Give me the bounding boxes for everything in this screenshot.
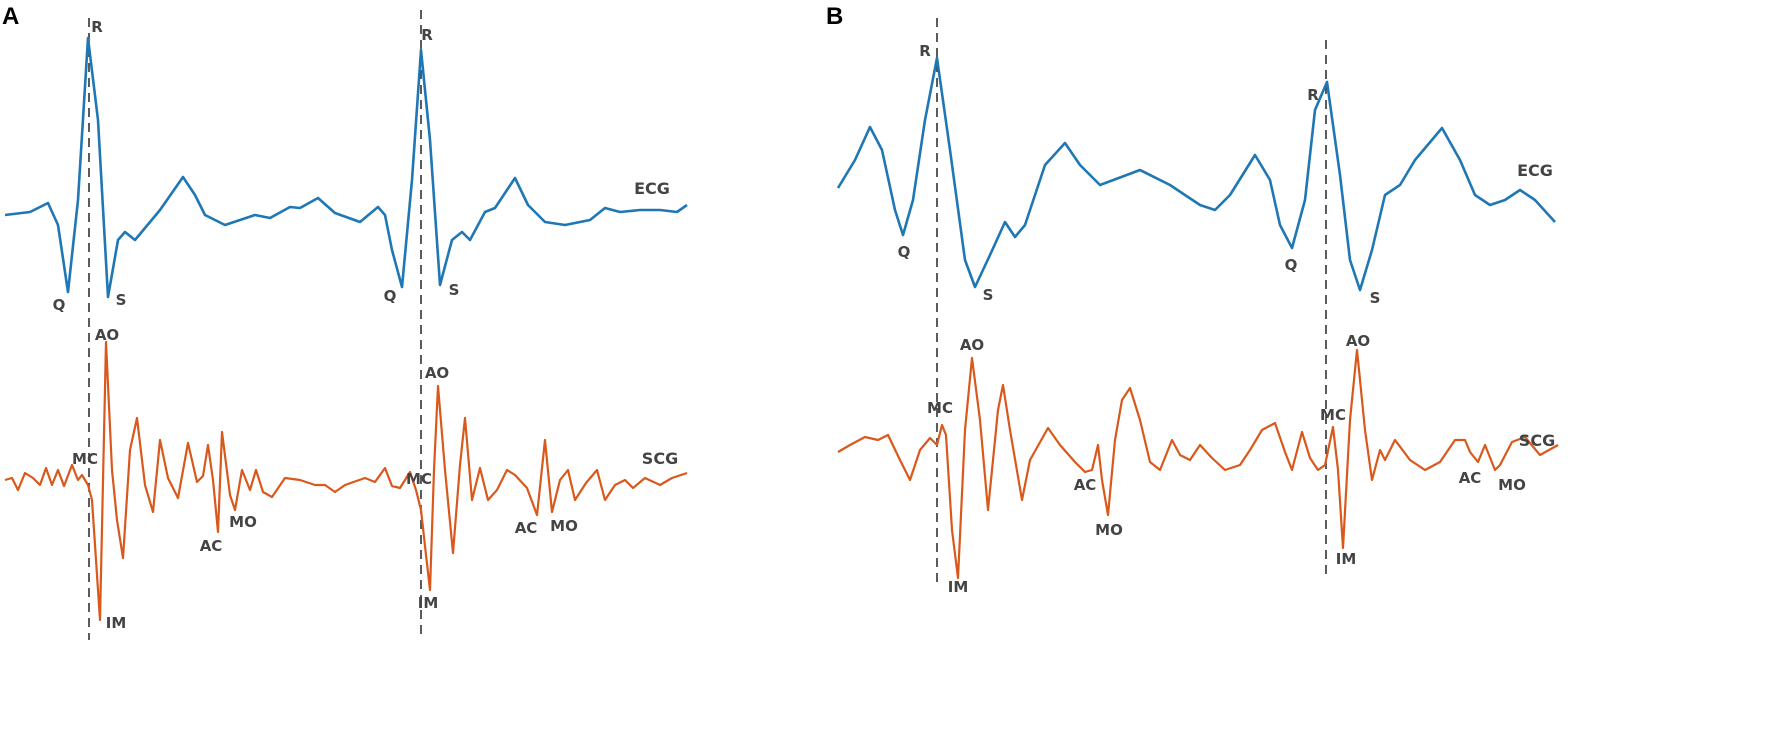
mo-label: MO <box>1095 521 1123 539</box>
mo-label: MO <box>1498 476 1526 494</box>
im-label: IM <box>106 614 127 632</box>
im-label: IM <box>948 578 969 596</box>
panel-label: B <box>826 3 843 30</box>
s-wave-label: S <box>449 281 460 299</box>
im-label: IM <box>1336 550 1357 568</box>
ao-label: AO <box>1346 332 1370 350</box>
r-wave-label: R <box>421 26 433 44</box>
ao-label: AO <box>425 364 449 382</box>
ecg-label: ECG <box>1517 161 1553 180</box>
r-wave-label: R <box>91 18 103 36</box>
r-wave-label: R <box>919 42 931 60</box>
mc-label: MC <box>927 399 953 417</box>
s-wave-label: S <box>983 286 994 304</box>
im-label: IM <box>418 594 439 612</box>
mc-label: MC <box>406 470 432 488</box>
ecg-waveform <box>836 56 1556 292</box>
q-wave-label: Q <box>1285 256 1298 274</box>
mo-label: MO <box>550 517 578 535</box>
s-wave-label: S <box>1370 289 1381 307</box>
ao-label: AO <box>960 336 984 354</box>
q-wave-label: Q <box>53 296 66 314</box>
ac-label: AC <box>515 519 538 537</box>
scg-label: SCG <box>642 449 678 468</box>
mc-label: MC <box>1320 406 1346 424</box>
ecg-label: ECG <box>634 179 670 198</box>
q-wave-label: Q <box>898 243 911 261</box>
ac-label: AC <box>1074 476 1097 494</box>
ac-label: AC <box>1459 469 1482 487</box>
q-wave-label: Q <box>384 287 397 305</box>
ao-label: AO <box>95 326 119 344</box>
mc-label: MC <box>72 450 98 468</box>
r-wave-label: R <box>1307 86 1319 104</box>
scg-label: SCG <box>1519 431 1555 450</box>
mo-label: MO <box>229 513 257 531</box>
panel-a: A R Q S R Q S ECG AO MC AC MO IM AO MC A… <box>2 3 688 640</box>
ecg-waveform <box>4 36 688 299</box>
ac-label: AC <box>200 537 223 555</box>
s-wave-label: S <box>116 291 127 309</box>
panel-b: B R Q S R Q S ECG AO MC IM AC MO AO MC I… <box>826 3 1559 596</box>
scg-waveform <box>4 340 688 622</box>
scg-waveform <box>837 348 1559 580</box>
panel-label: A <box>2 3 19 30</box>
